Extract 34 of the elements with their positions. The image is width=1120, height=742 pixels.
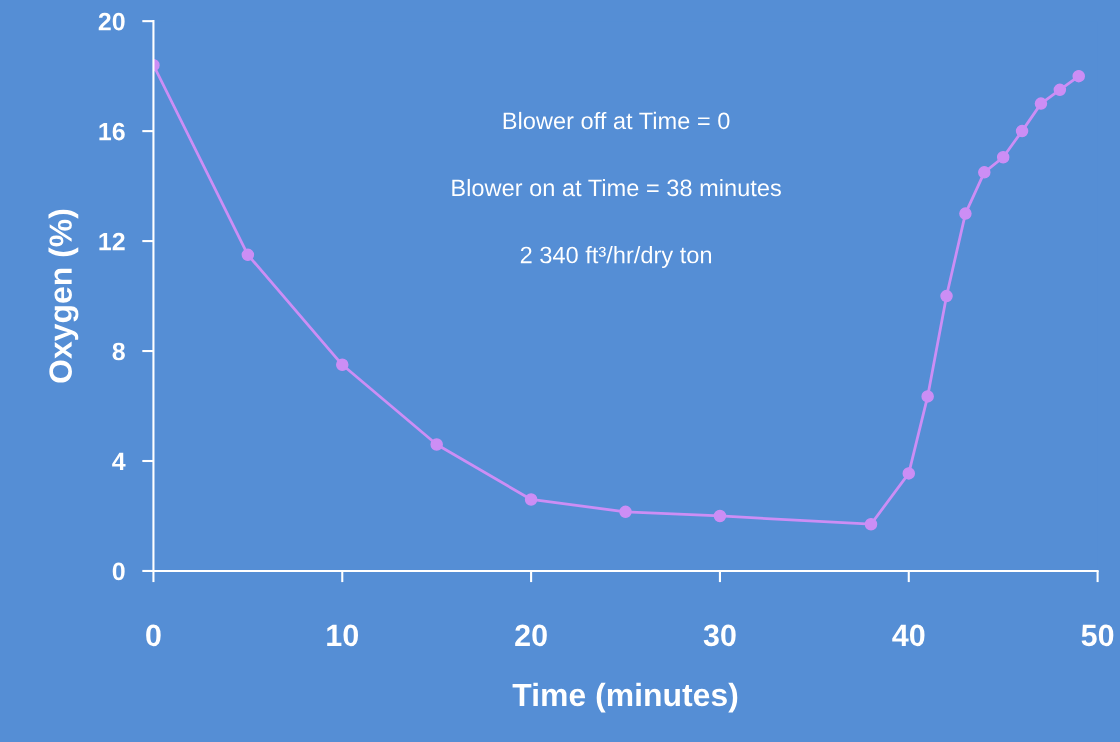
x-tick-label: 10 bbox=[327, 624, 359, 647]
x-tick-label: 0 bbox=[146, 624, 161, 647]
y-tick-label: 8 bbox=[112, 342, 125, 361]
point bbox=[1015, 124, 1029, 138]
point bbox=[336, 358, 349, 372]
point bbox=[902, 467, 916, 480]
point bbox=[713, 509, 727, 523]
x-tick-label: 30 bbox=[703, 624, 736, 647]
point bbox=[864, 517, 878, 531]
annotation: Blower on at Time = 38 minutes bbox=[452, 178, 781, 197]
x-tick-label: 50 bbox=[1081, 624, 1114, 647]
y-tick-label: 20 bbox=[98, 12, 125, 31]
x-axis-title: Time (minutes) bbox=[512, 682, 738, 713]
annotation: 2 340 ft³/hr/dry ton bbox=[520, 246, 712, 269]
point bbox=[921, 390, 934, 403]
point bbox=[1034, 97, 1048, 110]
point bbox=[241, 248, 255, 262]
point bbox=[996, 150, 1010, 164]
point bbox=[978, 166, 991, 179]
y-tick-label: 4 bbox=[112, 452, 126, 471]
y-axis-title: Oxygen (%) bbox=[48, 209, 79, 383]
point bbox=[430, 438, 443, 451]
point bbox=[1072, 69, 1085, 83]
point bbox=[524, 493, 538, 506]
point bbox=[959, 207, 972, 220]
x-tick-label: 40 bbox=[892, 624, 925, 647]
y-tick-label: 0 bbox=[112, 562, 125, 581]
annotation: Blower off at Time = 0 bbox=[503, 111, 730, 130]
y-tick-label: 12 bbox=[99, 232, 125, 251]
point bbox=[940, 289, 953, 303]
point bbox=[1053, 83, 1067, 97]
y-tick-label: 16 bbox=[99, 122, 125, 141]
point bbox=[619, 505, 632, 519]
x-tick-label: 20 bbox=[515, 624, 547, 647]
